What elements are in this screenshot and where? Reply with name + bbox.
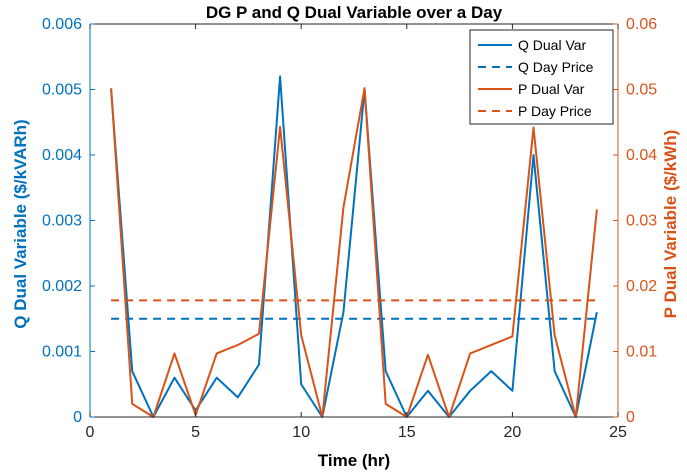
left-tick-label: 0.003 xyxy=(42,213,82,230)
legend-label: Q Dual Var xyxy=(518,37,587,53)
left-tick-label: 0.001 xyxy=(42,344,82,361)
right-tick-label: 0.03 xyxy=(626,213,657,230)
axes: 0 5 10 15 20 2500.0010.0020.0030.0040.0050.00… xyxy=(42,16,657,441)
x-tick-label: 5 xyxy=(191,424,200,441)
legend-label: P Dual Var xyxy=(518,81,585,97)
legend-label: P Day Price xyxy=(518,103,592,119)
x-tick-label: 20 xyxy=(504,424,522,441)
right-tick-label: 0.01 xyxy=(626,344,657,361)
left-tick-label: 0.004 xyxy=(42,147,82,164)
right-tick-label: 0.02 xyxy=(626,278,657,295)
right-tick-label: 0.05 xyxy=(626,82,657,99)
right-tick-label: 0 xyxy=(626,409,635,426)
left-tick-label: 0.006 xyxy=(42,16,82,33)
legend: Q Dual Var Q Day Price P Dual Var P Day Pri… xyxy=(469,29,614,125)
x-tick-label: 25 xyxy=(609,424,627,441)
chart-title: DG P and Q Dual Variable over a Day xyxy=(206,3,503,22)
x-axis-title: Time (hr) xyxy=(318,451,390,470)
plot-area xyxy=(110,75,598,418)
left-tick-label: 0 xyxy=(73,409,82,426)
right-axis-title: P Dual Variable ($/kWh) xyxy=(661,130,680,319)
left-tick-label: 0.002 xyxy=(42,278,82,295)
left-axis-title: Q Dual Variable ($/kVARh) xyxy=(11,119,30,328)
right-tick-label: 0.04 xyxy=(626,147,657,164)
x-tick-label: 0 xyxy=(86,424,95,441)
legend-label: Q Day Price xyxy=(518,59,594,75)
right-tick-label: 0.06 xyxy=(626,16,657,33)
x-tick-label: 10 xyxy=(292,424,310,441)
left-tick-label: 0.005 xyxy=(42,82,82,99)
x-tick-label: 15 xyxy=(398,424,416,441)
series-line-p-dual-var xyxy=(110,87,598,418)
series-line-q-dual-var xyxy=(110,75,598,418)
